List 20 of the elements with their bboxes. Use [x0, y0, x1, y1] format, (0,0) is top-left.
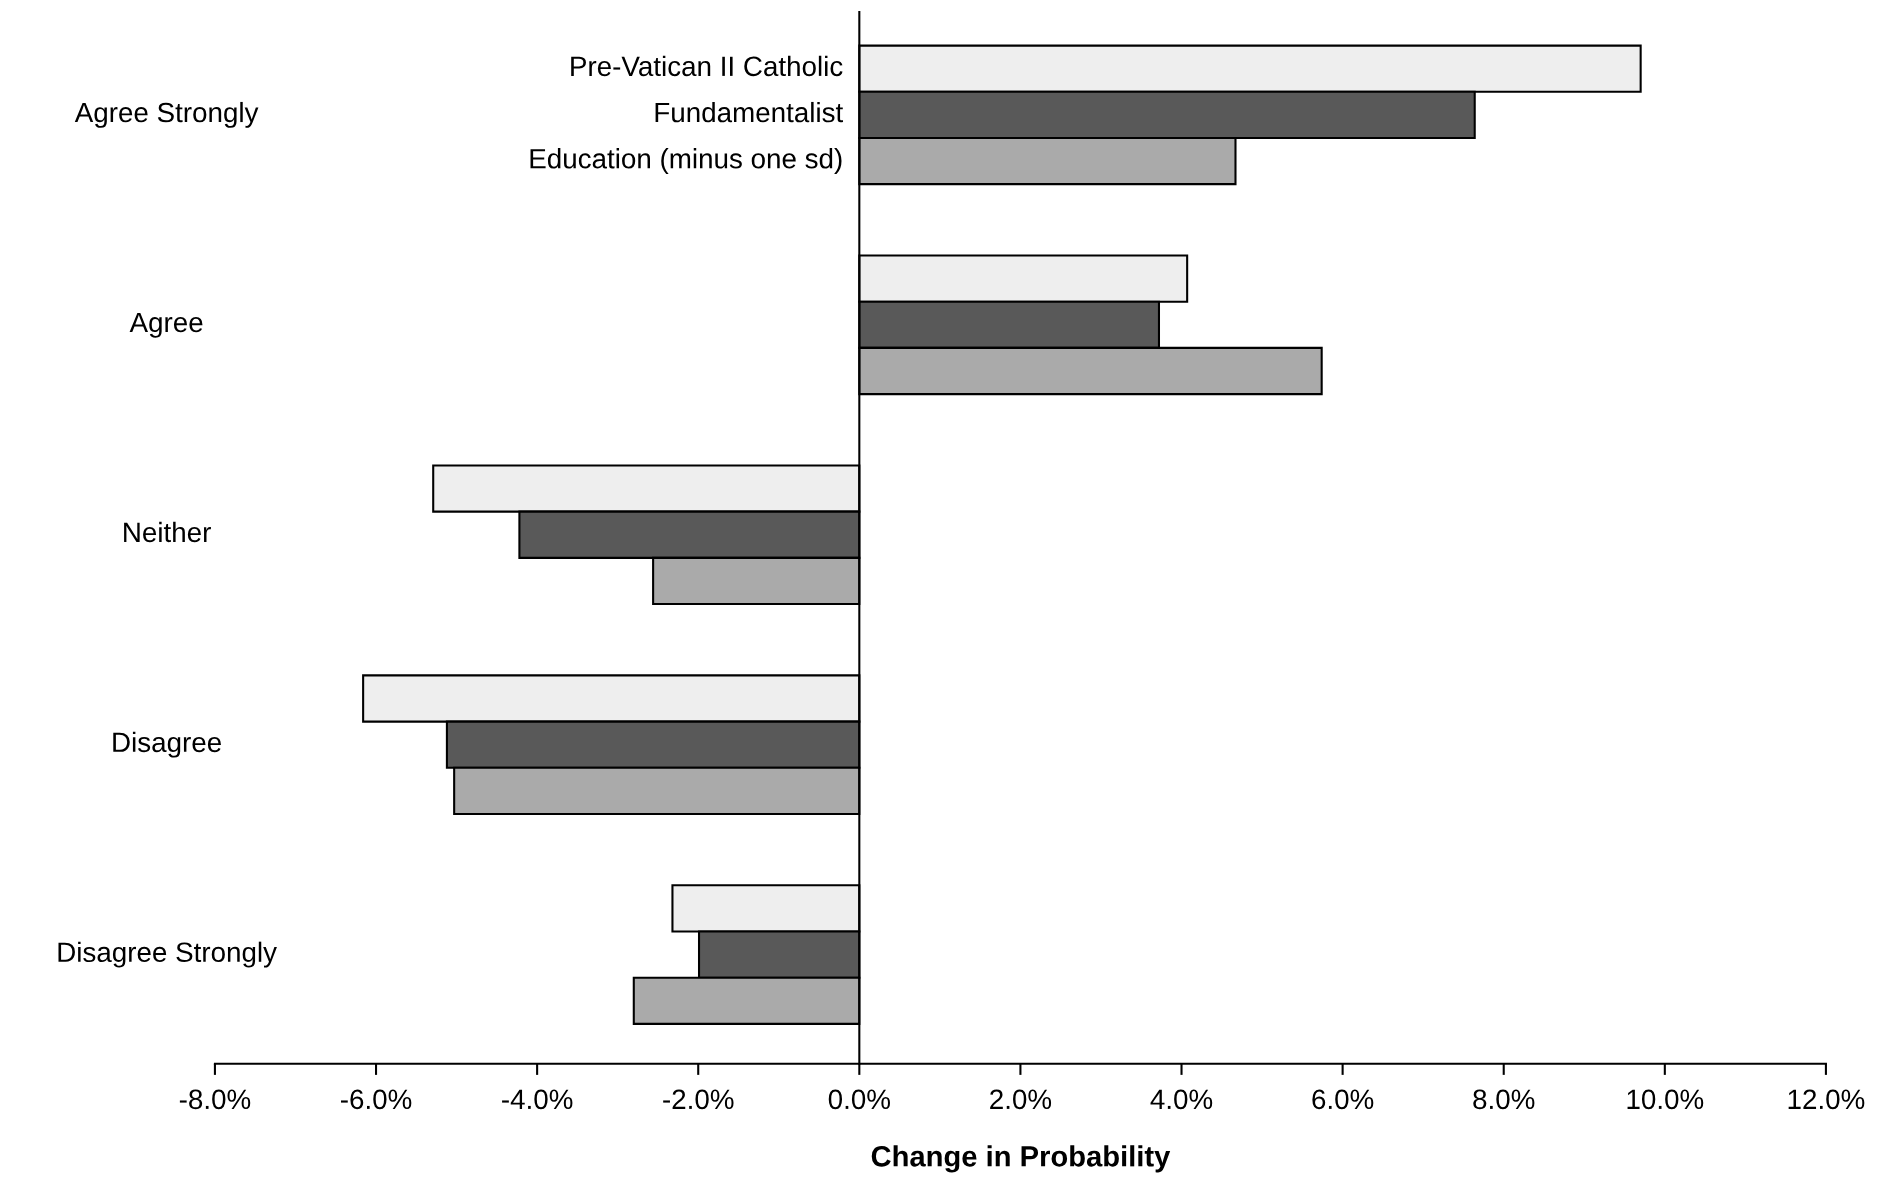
- x-tick-label: -4.0%: [502, 1089, 573, 1110]
- x-tick-label: -6.0%: [340, 1089, 412, 1110]
- x-tick-label: -8.0%: [179, 1089, 251, 1110]
- x-tick-label: 12.0%: [1788, 1089, 1865, 1110]
- y-tick-label: Disagree: [113, 731, 221, 758]
- series-label: Fundamentalist: [655, 101, 844, 123]
- x-axis-title: Change in Probability: [871, 1145, 1171, 1173]
- x-tick-label: 6.0%: [1312, 1089, 1374, 1110]
- series-label: Pre-Vatican II Catholic: [571, 55, 843, 77]
- x-tick-label: 10.0%: [1627, 1089, 1704, 1110]
- x-tick-label: 8.0%: [1473, 1089, 1535, 1110]
- x-tick-label: -2.0%: [663, 1089, 734, 1110]
- y-tick-label: Agree: [129, 312, 203, 338]
- x-tick-label: 0.0%: [828, 1089, 890, 1110]
- series-label: Education (minus one sd): [530, 148, 842, 174]
- y-tick-label: Disagree Strongly: [58, 941, 277, 968]
- y-tick-label: Agree Strongly: [74, 101, 259, 128]
- x-tick-label: 2.0%: [990, 1089, 1052, 1110]
- y-tick-label: Neither: [124, 521, 211, 543]
- x-tick-label: 4.0%: [1150, 1089, 1213, 1110]
